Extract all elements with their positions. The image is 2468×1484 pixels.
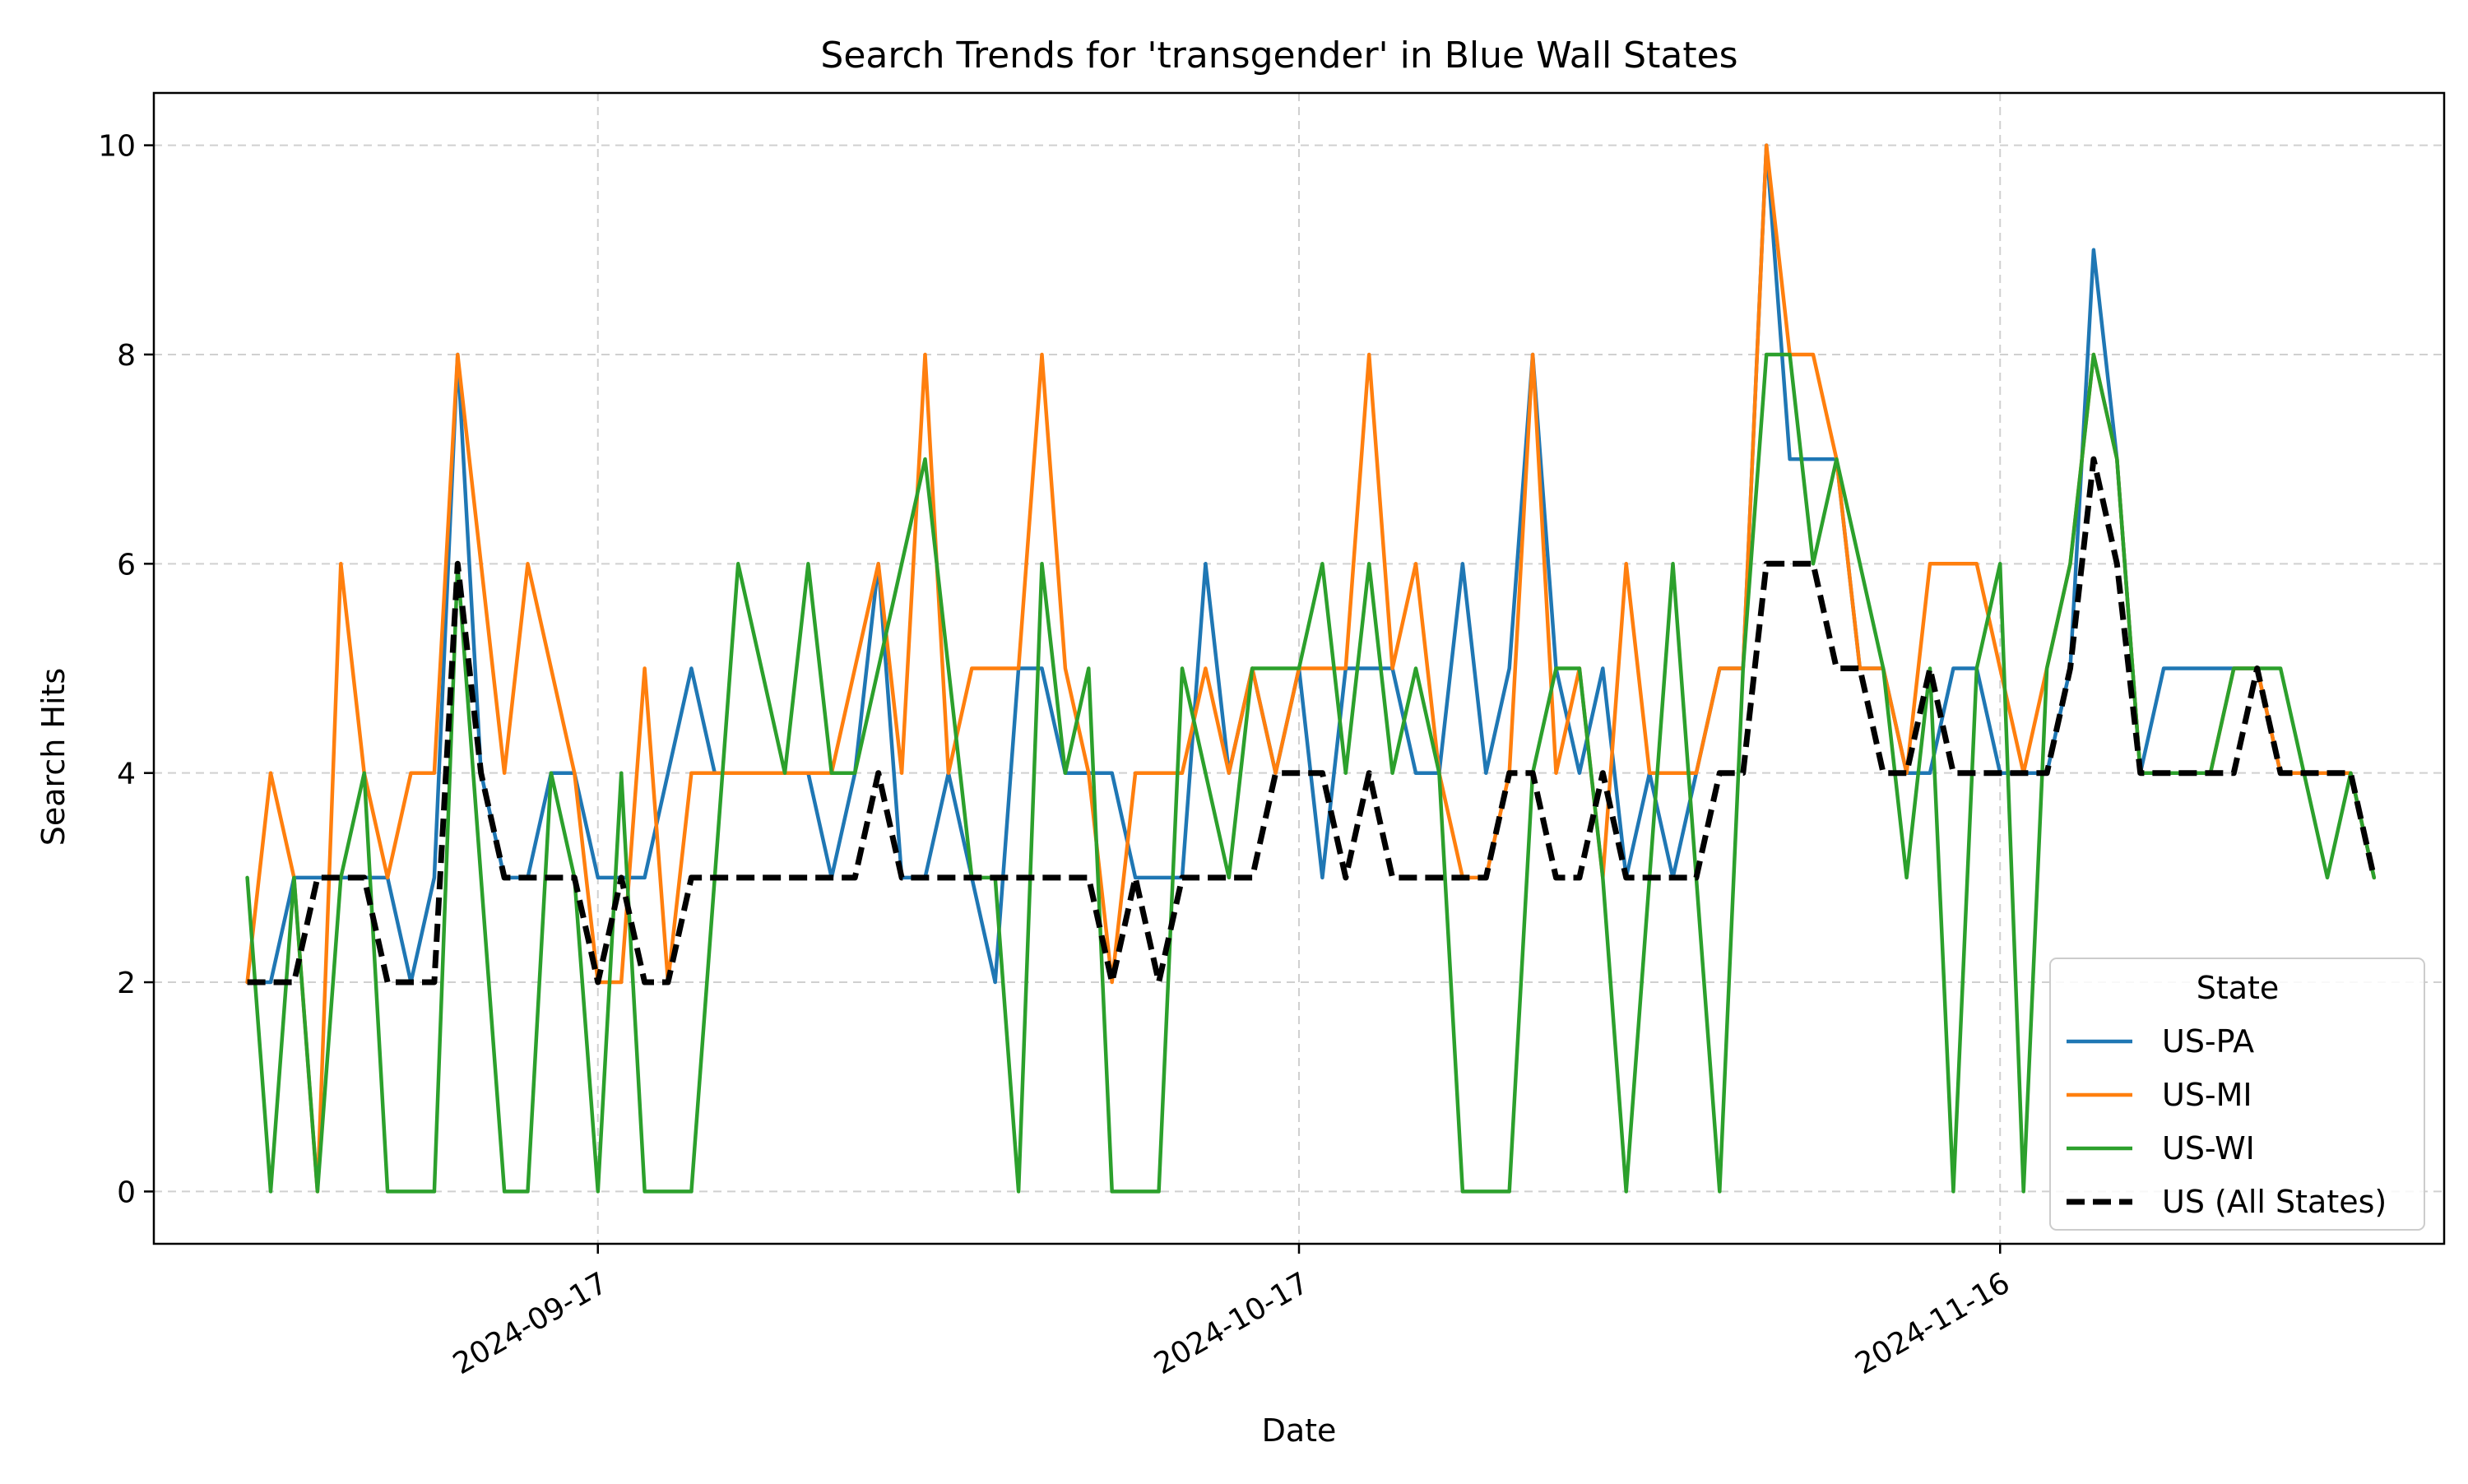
legend-label-3: US (All States) bbox=[2162, 1184, 2387, 1220]
legend-label-1: US-MI bbox=[2162, 1077, 2252, 1113]
legend: State US-PA US-MI US-WI US (All States) bbox=[2049, 958, 2425, 1231]
series-layer bbox=[245, 143, 2378, 1194]
legend-items: US-PA US-MI US-WI US (All States) bbox=[2067, 1023, 2387, 1220]
y-axis-label: Search Hits bbox=[35, 668, 72, 846]
x-tick-label: 2024-11-16 bbox=[1849, 1266, 2016, 1381]
legend-label-0: US-PA bbox=[2162, 1023, 2254, 1060]
x-tick-label: 2024-10-17 bbox=[1148, 1266, 1315, 1381]
y-tick-label: 6 bbox=[117, 548, 136, 582]
y-tick-label: 4 bbox=[117, 758, 136, 791]
y-tick-label: 10 bbox=[98, 130, 136, 164]
chart-title: Search Trends for 'transgender' in Blue … bbox=[820, 35, 1737, 77]
series-line-1 bbox=[245, 143, 2377, 1194]
series-line-2 bbox=[245, 352, 2377, 1194]
legend-box bbox=[2049, 958, 2425, 1231]
series-line-3 bbox=[247, 456, 2378, 985]
y-tick-label: 0 bbox=[117, 1176, 136, 1209]
y-tick-label: 2 bbox=[117, 967, 136, 1000]
x-axis: 2024-09-17 2024-10-17 2024-11-16 bbox=[448, 1244, 2016, 1381]
x-tick-label: 2024-09-17 bbox=[448, 1266, 614, 1381]
y-axis: 0 2 4 6 8 10 bbox=[98, 130, 154, 1209]
x-axis-label: Date bbox=[1262, 1412, 1337, 1449]
legend-title: State bbox=[2197, 970, 2280, 1006]
legend-label-2: US-WI bbox=[2162, 1130, 2255, 1166]
y-tick-label: 8 bbox=[117, 339, 136, 373]
